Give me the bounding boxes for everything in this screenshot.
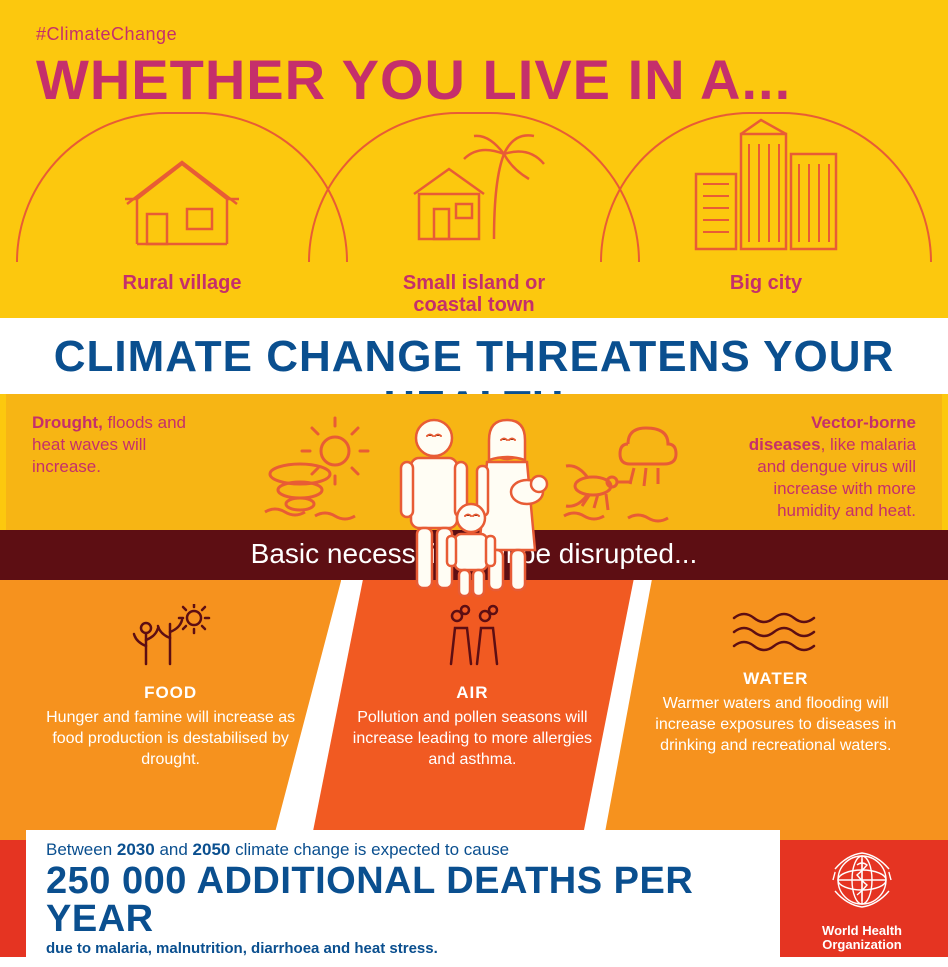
who-name: World Health Organization [802, 924, 922, 953]
sun-tornado-icon [260, 416, 370, 526]
smokestacks-icon [427, 604, 517, 668]
necessity-text: Pollution and pollen seasons will increa… [347, 708, 597, 770]
necessity-heading: WATER [640, 668, 912, 690]
main-title: WHETHER YOU LIVE IN A... [36, 47, 912, 112]
buildings-icon [681, 114, 851, 254]
stat-main: 250 000 ADDITIONAL DEATHS PER YEAR [46, 862, 760, 938]
necessity-water: WATER Warmer waters and flooding will in… [604, 580, 948, 840]
necessities-row: FOOD Hunger and famine will increase as … [0, 580, 948, 840]
necessity-air: AIR Pollution and pollen seasons will in… [311, 580, 633, 840]
necessity-heading: FOOD [36, 682, 305, 704]
mid-right-text: Vector-borne diseases, like malaria and … [736, 412, 916, 522]
mid-left-text: Drought, floods and heat waves will incr… [32, 412, 212, 478]
necessity-food: FOOD Hunger and famine will increase as … [0, 580, 341, 840]
locations-row: Rural village Small is [36, 112, 912, 316]
necessity-heading: AIR [347, 682, 597, 704]
hut-icon [117, 144, 247, 254]
necessity-text: Hunger and famine will increase as food … [36, 708, 305, 770]
location-label: Big city [620, 272, 912, 294]
family-icon [389, 410, 559, 605]
mosquito-rain-icon [558, 416, 688, 526]
stat-box: Between 2030 and 2050 climate change is … [26, 830, 780, 967]
bottom-section: Between 2030 and 2050 climate change is … [0, 840, 948, 957]
waves-icon [726, 604, 826, 654]
who-logo-block: World Health Organization [802, 845, 922, 953]
who-logo-icon [827, 845, 897, 915]
palm-house-icon [394, 124, 554, 254]
plants-icon [126, 604, 216, 668]
top-section: #ClimateChange WHETHER YOU LIVE IN A... [0, 0, 948, 318]
necessity-text: Warmer waters and flooding will increase… [640, 694, 912, 756]
location-label: Small island or coastal town [328, 272, 620, 316]
location-rural: Rural village [36, 112, 328, 316]
infographic-root: #ClimateChange WHETHER YOU LIVE IN A... [0, 0, 948, 957]
hashtag: #ClimateChange [36, 24, 912, 45]
location-city: Big city [620, 112, 912, 316]
location-label: Rural village [36, 272, 328, 294]
stat-preline: Between 2030 and 2050 climate change is … [46, 840, 760, 860]
location-island: Small island or coastal town [328, 112, 620, 316]
stat-sub: due to malaria, malnutrition, diarrhoea … [46, 940, 760, 957]
